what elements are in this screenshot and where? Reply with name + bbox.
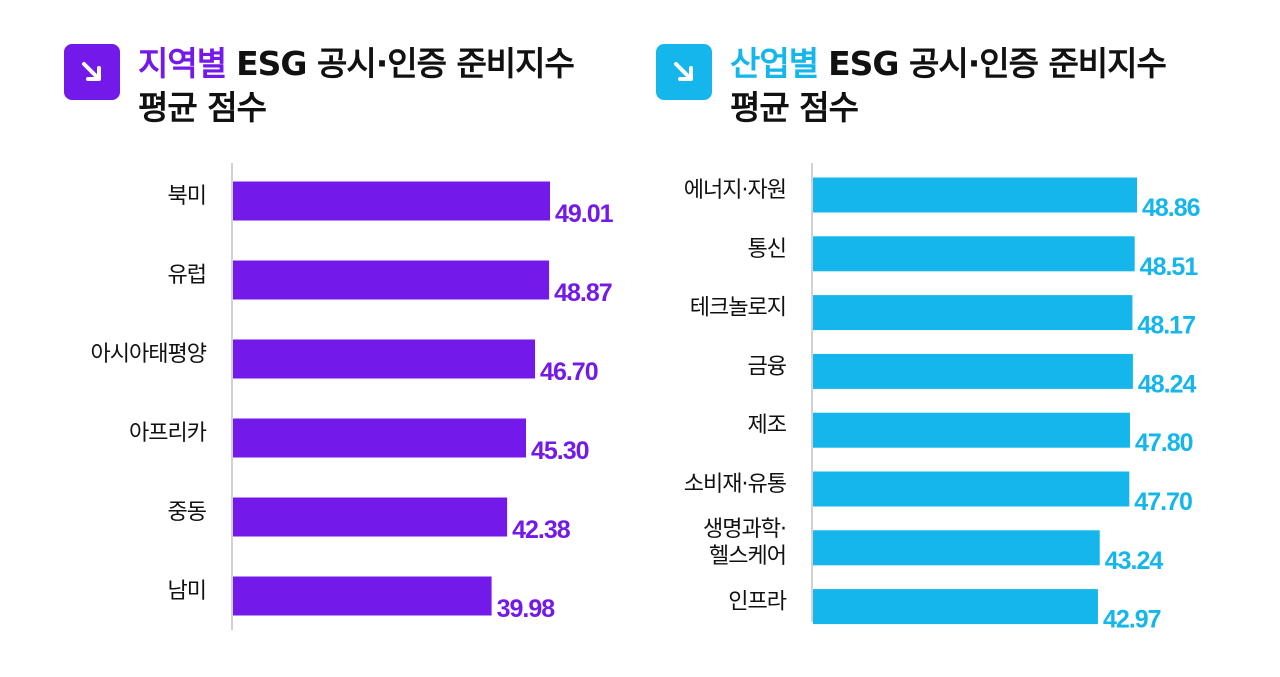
industry-bar xyxy=(813,589,1098,625)
industry-category-label: 소비재·유통 xyxy=(684,472,787,497)
industry-category-label: 생명과학· 헬스케어 xyxy=(703,517,786,569)
industry-category-label: 테크놀로지 xyxy=(690,296,786,321)
industry-category-label: 금융 xyxy=(748,354,787,379)
industry-bar xyxy=(813,412,1130,448)
industry-bar xyxy=(813,530,1100,566)
region-bar xyxy=(233,418,527,458)
industry-bar-chart: 48.86 에너지·자원 48.51 통신 48.17 테크놀로지 48.24 금융 47.80… xyxy=(684,163,1201,634)
region-category-label: 아시아태평양 xyxy=(91,342,207,367)
industry-chart-title-accent: 산업별 xyxy=(730,44,819,83)
arrow-down-right-icon xyxy=(656,44,712,100)
industry-category-label: 제조 xyxy=(748,413,787,438)
region-bar xyxy=(233,260,550,300)
industry-category-label: 통신 xyxy=(748,237,786,262)
region-chart-panel: 지역별 ESG 공시·인증 준비지수 평균 점수 49.01 북미 48.87 유럽 46… xyxy=(64,42,615,630)
region-bar-chart: 49.01 북미 48.87 유럽 46.70 아시아태평양 45.30 아프리카 42.38 중… xyxy=(91,163,615,630)
industry-category-label: 인프라 xyxy=(728,590,786,615)
region-chart-header: 지역별 ESG 공시·인증 준비지수 평균 점수 xyxy=(64,42,575,130)
region-bar xyxy=(233,181,550,221)
industry-chart-title-rest: ESG 공시·인증 준비지수 xyxy=(828,44,1167,83)
region-value-label: 42.38 xyxy=(512,516,571,544)
region-value-label: 48.87 xyxy=(554,279,612,307)
industry-value-label: 48.24 xyxy=(1138,370,1197,398)
industry-chart-header: 산업별 ESG 공시·인증 준비지수 평균 점수 xyxy=(656,42,1167,130)
industry-value-label: 48.86 xyxy=(1142,194,1200,222)
arrow-down-right-icon xyxy=(64,44,120,100)
region-category-label: 남미 xyxy=(168,579,206,604)
industry-chart-title-line2: 평균 점수 xyxy=(730,88,859,127)
region-chart-title-line2: 평균 점수 xyxy=(138,88,267,127)
region-value-label: 39.98 xyxy=(497,595,556,623)
industry-value-label: 43.24 xyxy=(1105,547,1164,575)
industry-value-label: 47.70 xyxy=(1134,488,1192,516)
industry-value-label: 42.97 xyxy=(1103,606,1161,634)
industry-bar xyxy=(813,353,1133,389)
industry-chart-title: 산업별 ESG 공시·인증 준비지수 평균 점수 xyxy=(730,42,1167,130)
region-chart-title: 지역별 ESG 공시·인증 준비지수 평균 점수 xyxy=(138,42,575,130)
industry-bar xyxy=(813,236,1135,272)
region-value-label: 45.30 xyxy=(531,437,589,465)
region-category-label: 아프리카 xyxy=(129,421,207,446)
region-bar xyxy=(233,576,492,616)
region-category-label: 북미 xyxy=(168,184,206,209)
industry-bar xyxy=(813,177,1137,213)
industry-value-label: 48.51 xyxy=(1140,253,1199,281)
region-chart-title-rest: ESG 공시·인증 준비지수 xyxy=(236,44,575,83)
region-chart-title-accent: 지역별 xyxy=(138,44,227,83)
region-value-label: 49.01 xyxy=(555,200,614,228)
industry-category-label: 에너지·자원 xyxy=(684,178,786,203)
region-category-label: 유럽 xyxy=(168,263,206,288)
industry-chart-panel: 산업별 ESG 공시·인증 준비지수 평균 점수 48.86 에너지·자원 48.51… xyxy=(640,0,1280,677)
region-category-label: 중동 xyxy=(168,500,207,525)
region-bar xyxy=(233,339,536,379)
region-value-label: 46.70 xyxy=(540,358,598,386)
industry-category-label-line: 헬스케어 xyxy=(709,544,786,569)
industry-value-label: 48.17 xyxy=(1137,312,1195,340)
industry-bar xyxy=(813,295,1133,331)
industry-value-label: 47.80 xyxy=(1135,429,1193,457)
industry-bar xyxy=(813,471,1130,507)
industry-category-label-line: 생명과학· xyxy=(703,517,786,542)
region-bar xyxy=(233,497,508,537)
